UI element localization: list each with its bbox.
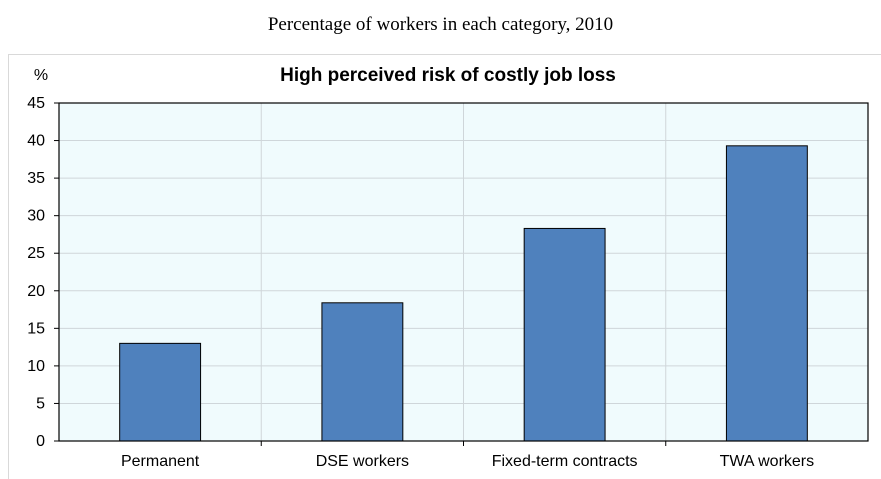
- chart-panel: [8, 54, 881, 479]
- bar: [119, 342, 202, 442]
- y-tick-label: 25: [27, 245, 45, 262]
- bar: [725, 145, 808, 442]
- x-tick-label: Fixed-term contracts: [492, 453, 638, 470]
- y-tick-label: 35: [27, 170, 45, 187]
- y-tick-label: 5: [36, 395, 45, 412]
- chart-title: High perceived risk of costly job loss: [280, 65, 616, 86]
- y-tick-label: 40: [27, 133, 45, 150]
- y-tick-label: 30: [27, 208, 45, 225]
- y-tick-label: 45: [27, 95, 45, 112]
- y-axis-unit-label: %: [34, 67, 48, 84]
- x-tick-label: DSE workers: [316, 453, 409, 470]
- y-tick-label: 15: [27, 320, 45, 337]
- y-tick-label: 20: [27, 283, 45, 300]
- chart-subtitle: Percentage of workers in each category, …: [267, 14, 614, 35]
- x-tick-label: TWA workers: [720, 453, 815, 470]
- x-tick-label: Permanent: [121, 453, 200, 470]
- y-tick-label: 0: [36, 433, 45, 450]
- bar: [321, 302, 404, 442]
- y-tick-label: 10: [27, 358, 45, 375]
- bar: [523, 227, 606, 442]
